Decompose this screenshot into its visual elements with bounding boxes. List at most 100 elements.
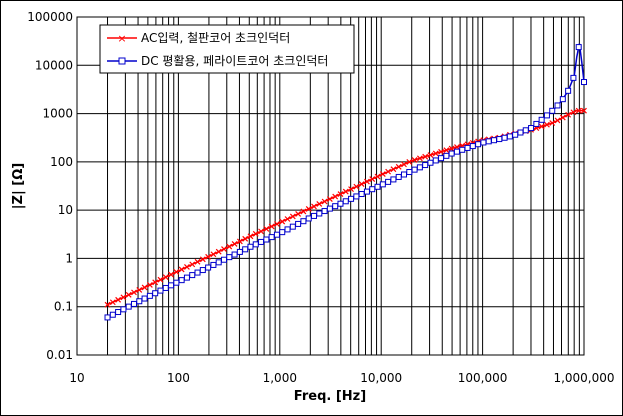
series-point-1 xyxy=(353,193,360,200)
series-point-0 xyxy=(157,276,164,283)
series-point-1 xyxy=(130,300,137,307)
series-point-1 xyxy=(332,203,339,210)
series-point-1 xyxy=(432,157,439,164)
series-point-0 xyxy=(252,230,259,237)
series-point-0 xyxy=(401,161,407,168)
series-point-1 xyxy=(543,112,550,119)
series-point-0 xyxy=(311,203,317,210)
series-point-1 xyxy=(406,169,413,176)
series-point-1 xyxy=(581,79,587,86)
series-point-1 xyxy=(104,314,111,321)
series-point-1 xyxy=(183,274,190,281)
series-point-0 xyxy=(226,243,233,250)
series-point-0 xyxy=(295,211,302,217)
series-point-0 xyxy=(379,171,386,177)
series-point-0 xyxy=(131,289,137,296)
series-point-1 xyxy=(390,176,397,183)
series-point-1 xyxy=(125,303,132,310)
series-point-0 xyxy=(125,291,132,298)
series-point-0 xyxy=(321,198,328,205)
series-point-0 xyxy=(210,251,217,258)
series-point-0 xyxy=(205,253,212,260)
series-point-1 xyxy=(231,251,238,258)
series-point-1 xyxy=(189,272,196,279)
series-point-0 xyxy=(559,114,566,121)
series-point-1 xyxy=(565,87,572,94)
x-tick-label: 1,000 xyxy=(263,371,297,385)
series-point-1 xyxy=(575,44,582,51)
series-point-0 xyxy=(189,261,196,268)
series-point-0 xyxy=(141,284,148,291)
series-point-1 xyxy=(162,284,169,291)
series-point-1 xyxy=(321,208,328,215)
series-point-1 xyxy=(369,186,376,193)
series-point-0 xyxy=(374,173,381,180)
series-point-0 xyxy=(231,241,238,247)
legend-label-dc: DC 평활용, 페라이트코어 초크인덕터 xyxy=(141,54,328,68)
series-point-1 xyxy=(485,138,492,145)
series-point-1 xyxy=(236,248,243,255)
series-point-0 xyxy=(162,274,169,281)
x-tick-label: 100,000 xyxy=(458,371,508,385)
series-point-1 xyxy=(559,96,566,103)
series-point-0 xyxy=(326,196,333,202)
series-group xyxy=(104,43,587,321)
series-point-1 xyxy=(247,243,254,250)
series-point-0 xyxy=(236,238,243,245)
series-point-1 xyxy=(448,150,455,157)
series-point-1 xyxy=(464,144,471,151)
y-tick-label: 10 xyxy=(58,203,73,217)
x-axis-label: Freq. [Hz] xyxy=(294,389,366,404)
series-point-0 xyxy=(411,157,418,163)
series-point-1 xyxy=(220,256,227,263)
series-point-1 xyxy=(310,212,317,219)
series-point-0 xyxy=(422,153,429,160)
series-point-1 xyxy=(475,141,482,148)
series-point-0 xyxy=(146,281,153,288)
series-point-1 xyxy=(263,236,270,243)
series-point-1 xyxy=(422,162,429,169)
series-point-0 xyxy=(348,186,354,193)
series-point-0 xyxy=(136,286,143,293)
series-point-1 xyxy=(496,136,503,143)
series-point-0 xyxy=(443,147,450,154)
series-point-0 xyxy=(247,233,254,240)
series-point-1 xyxy=(358,191,365,198)
y-tick-label: 100000 xyxy=(27,10,73,24)
series-point-0 xyxy=(279,218,286,225)
series-point-0 xyxy=(258,228,264,235)
legend-marker-ac: × xyxy=(117,32,126,45)
series-point-0 xyxy=(168,271,174,278)
series-point-1 xyxy=(438,155,445,162)
series-point-1 xyxy=(517,129,524,136)
series-point-0 xyxy=(178,266,185,273)
series-point-1 xyxy=(273,231,280,238)
series-point-1 xyxy=(326,205,333,212)
series-point-1 xyxy=(109,311,116,318)
series-point-1 xyxy=(268,234,275,241)
series-point-1 xyxy=(427,159,434,166)
series-point-0 xyxy=(448,145,455,152)
series-point-1 xyxy=(258,238,265,245)
series-point-0 xyxy=(549,120,556,126)
series-point-1 xyxy=(226,254,233,261)
series-point-0 xyxy=(554,117,561,124)
series-point-1 xyxy=(395,173,402,180)
series-point-0 xyxy=(353,183,360,190)
series-point-0 xyxy=(300,208,307,215)
x-tick-label: 10,000 xyxy=(360,371,402,385)
series-point-1 xyxy=(136,298,143,305)
series-point-1 xyxy=(178,277,185,284)
series-point-0 xyxy=(570,109,577,116)
series-point-1 xyxy=(570,74,577,81)
series-point-1 xyxy=(194,269,201,276)
series-point-0 xyxy=(152,279,159,286)
series-point-0 xyxy=(538,123,545,130)
series-point-1 xyxy=(400,171,407,178)
series-point-1 xyxy=(506,133,513,140)
series-point-1 xyxy=(469,143,476,150)
series-point-0 xyxy=(581,107,587,114)
series-point-1 xyxy=(115,309,122,316)
series-point-0 xyxy=(364,178,370,185)
